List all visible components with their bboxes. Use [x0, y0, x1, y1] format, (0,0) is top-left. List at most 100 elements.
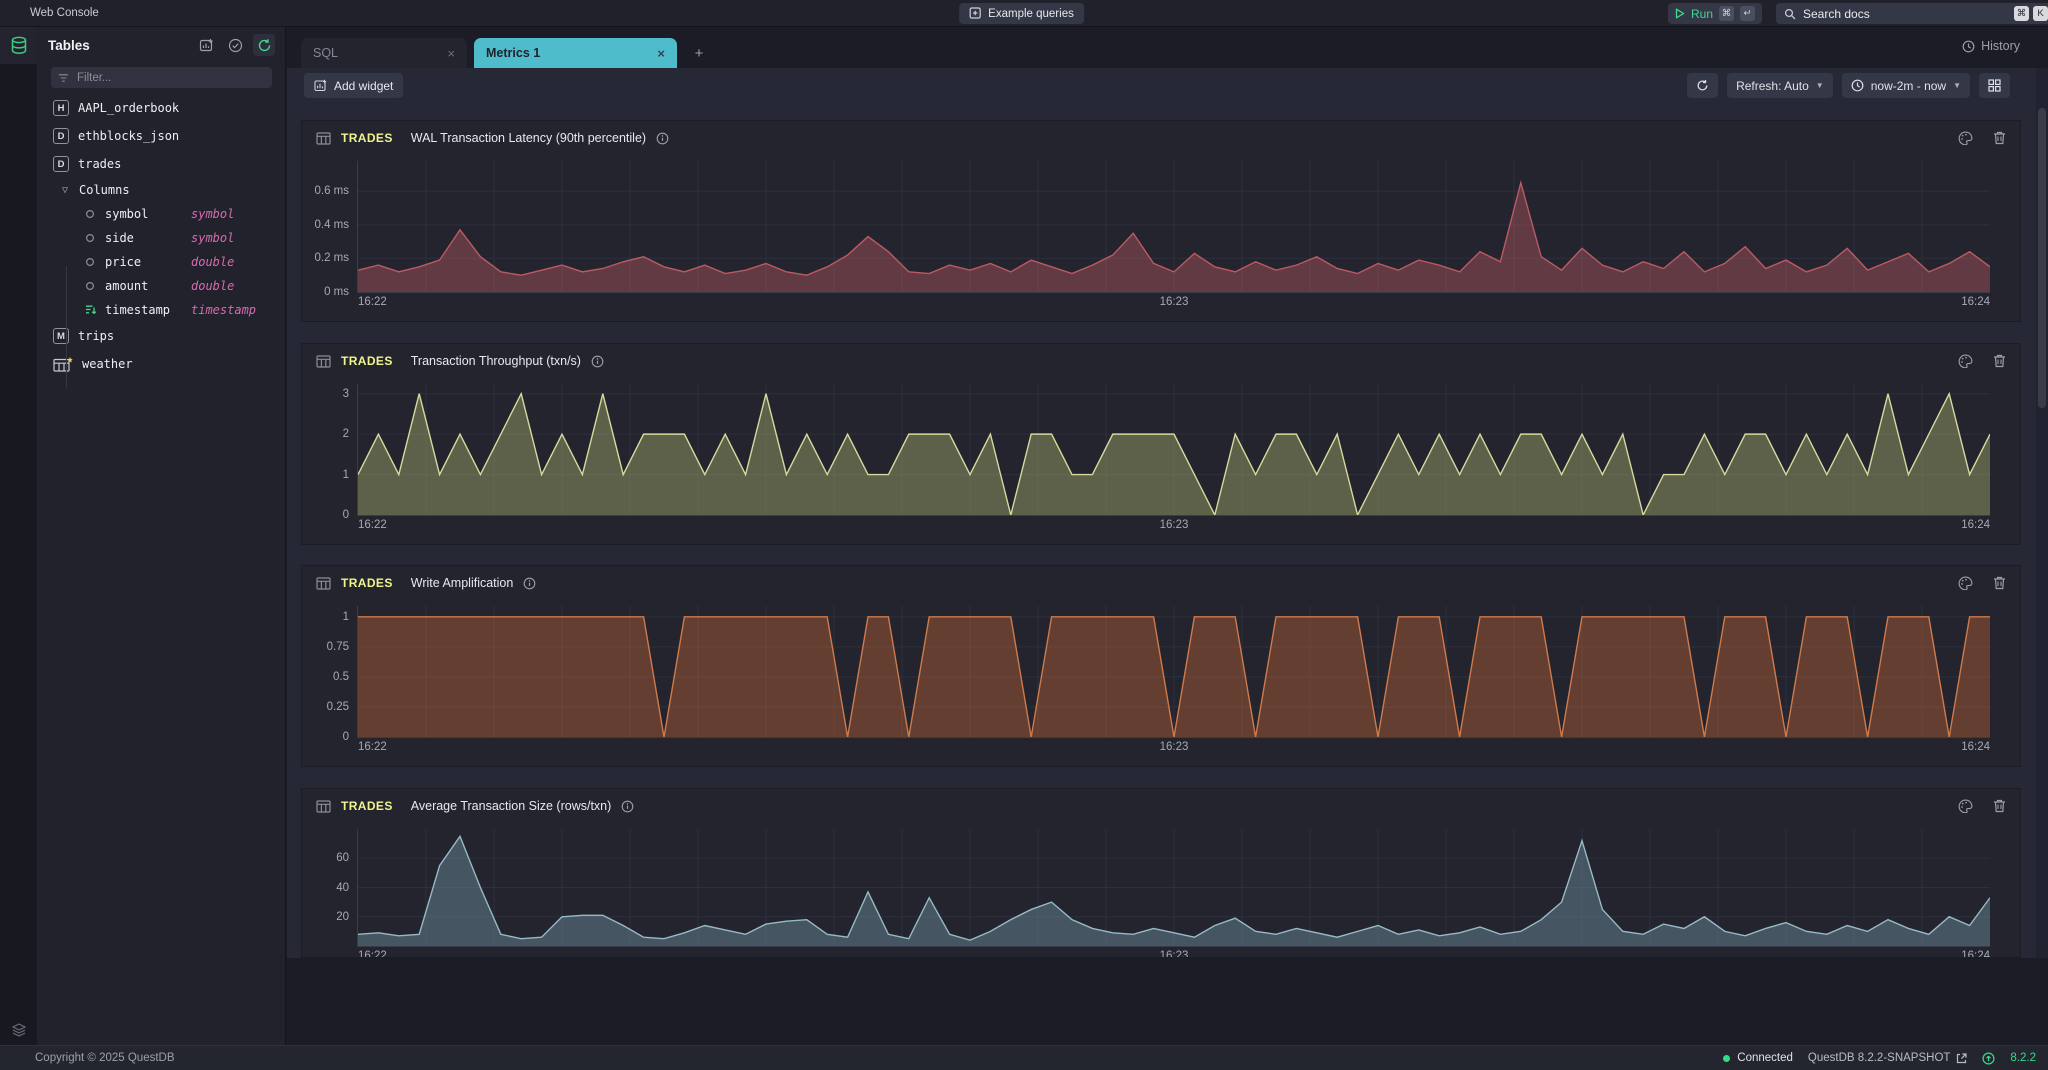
table-name: trips — [78, 329, 115, 343]
area-fill — [358, 393, 1990, 515]
chart-wal-latency[interactable]: 0.6 ms 0.4 ms 0.2 ms 0 ms 16:22 16:23 16:24 — [314, 161, 1990, 308]
table-name: trades — [78, 157, 122, 171]
widget-delete-button[interactable] — [1993, 799, 2006, 813]
circle-icon — [85, 233, 95, 243]
status-bar: Copyright © 2025 QuestDB Connected Quest… — [0, 1045, 2048, 1070]
close-icon[interactable]: × — [447, 45, 455, 61]
column-item[interactable]: amount double — [37, 274, 285, 298]
version-link[interactable]: QuestDB 8.2.2-SNAPSHOT — [1808, 1052, 1968, 1064]
add-metrics-button[interactable] — [195, 34, 217, 56]
circle-icon — [85, 209, 95, 219]
table-item-trips[interactable]: M trips — [37, 322, 285, 350]
table-icon — [316, 576, 331, 590]
refresh-mode-dropdown[interactable]: Refresh: Auto ▼ — [1727, 73, 1833, 98]
chart-canvas[interactable] — [358, 384, 1990, 515]
x-axis-tick: 16:22 — [358, 296, 387, 308]
refresh-dashboard-button[interactable] — [1687, 73, 1719, 98]
table-icon — [316, 354, 331, 368]
connected-label: Connected — [1737, 1052, 1793, 1064]
y-axis-tick: 0.25 — [326, 700, 349, 713]
table-item-weather[interactable]: weather — [37, 350, 285, 378]
widget-delete-button[interactable] — [1993, 131, 2006, 145]
table-item-trades[interactable]: D trades — [37, 150, 285, 178]
column-item[interactable]: timestamp timestamp — [37, 298, 285, 322]
table-name: weather — [82, 357, 133, 371]
info-icon[interactable] — [523, 577, 536, 590]
scrollbar-thumb[interactable] — [2038, 108, 2046, 408]
y-axis-tick: 1 — [342, 610, 349, 623]
history-button[interactable]: History — [1962, 39, 2020, 53]
filter-input[interactable] — [75, 70, 265, 85]
check-circle-button[interactable] — [224, 34, 246, 56]
table-item-aapl-orderbook[interactable]: H AAPL_orderbook — [37, 94, 285, 122]
widget-delete-button[interactable] — [1993, 576, 2006, 590]
area-fill — [358, 182, 1990, 292]
area-fill — [358, 616, 1990, 737]
widget-title: Average Transaction Size (rows/txn) — [410, 799, 612, 813]
search-icon — [1784, 8, 1796, 19]
chart-throughput[interactable]: 3 2 1 0 16:22 16:23 16:24 — [343, 384, 1990, 531]
database-icon — [11, 36, 26, 54]
scrollbar-track[interactable] — [2036, 68, 2048, 958]
run-label: Run — [1690, 6, 1713, 21]
connection-status: Connected — [1723, 1052, 1793, 1064]
chart-canvas[interactable] — [358, 829, 1990, 946]
table-icon — [316, 131, 331, 145]
x-axis-tick: 16:24 — [1961, 519, 1990, 531]
column-type-icon — [85, 257, 101, 267]
metrics-dashboard: Add widget Refresh: Auto ▼ now-2m - now … — [287, 68, 2036, 958]
widget-delete-button[interactable] — [1993, 354, 2006, 368]
y-axis-tick: 0 — [342, 731, 349, 743]
auto-refresh-toggle[interactable] — [253, 34, 275, 56]
cmd-keycap: ⌘ — [1719, 6, 1734, 21]
add-widget-button[interactable]: Add widget — [304, 73, 404, 98]
series-line — [358, 183, 1990, 275]
chart-canvas[interactable] — [358, 606, 1990, 737]
tab-metrics-1[interactable]: Metrics 1 × — [474, 38, 677, 68]
column-item[interactable]: price double — [37, 250, 285, 274]
columns-list: symbol symbol side symbol price double — [37, 202, 285, 322]
column-item[interactable]: symbol symbol — [37, 202, 285, 226]
info-icon[interactable] — [656, 132, 669, 145]
widget-color-button[interactable] — [1958, 799, 1973, 813]
tab-bar: SQL × Metrics 1 × + History — [287, 27, 2048, 68]
x-axis-tick: 16:23 — [1159, 741, 1189, 753]
layers-icon[interactable] — [11, 1023, 26, 1037]
enter-keycap: ↵ — [1740, 6, 1755, 21]
column-type: symbol — [191, 231, 235, 245]
widget-write-amplification: TRADES Write Amplification 1 0.75 0.5 0.25 0… — [301, 565, 2021, 767]
search-docs-button[interactable]: Search docs ⌘ K — [1776, 3, 2048, 24]
widget-color-button[interactable] — [1958, 576, 1973, 590]
x-axis-tick: 16:23 — [1159, 519, 1189, 531]
y-axis-tick: 0 — [342, 509, 349, 521]
column-item[interactable]: side symbol — [37, 226, 285, 250]
y-axis-tick: 0 ms — [324, 286, 349, 298]
table-icon — [316, 799, 331, 813]
filter-input-box[interactable] — [51, 67, 272, 88]
tab-sql[interactable]: SQL × — [301, 38, 467, 68]
widget-source-table: TRADES — [341, 131, 393, 145]
time-range-dropdown[interactable]: now-2m - now ▼ — [1841, 73, 1970, 98]
layout-grid-button[interactable] — [1979, 73, 2010, 98]
new-tab-button[interactable]: + — [694, 44, 704, 62]
widget-color-button[interactable] — [1958, 354, 1973, 368]
grid-layout-icon — [1988, 79, 2001, 92]
widget-color-button[interactable] — [1958, 131, 1973, 145]
chart-canvas[interactable] — [358, 161, 1990, 292]
tab-metrics-label: Metrics 1 — [486, 46, 541, 60]
trash-icon — [1994, 354, 2005, 368]
close-icon[interactable]: × — [657, 45, 665, 61]
play-icon — [1675, 8, 1685, 19]
info-icon[interactable] — [591, 355, 604, 368]
columns-toggle[interactable]: ▽ Columns — [37, 178, 285, 202]
chart-write-amplification[interactable]: 1 0.75 0.5 0.25 0 16:22 16:23 16:24 — [327, 606, 1990, 753]
database-nav-item[interactable] — [0, 27, 37, 64]
update-available-icon[interactable] — [1982, 1051, 1995, 1065]
run-button[interactable]: Run ⌘ ↵ — [1667, 3, 1762, 24]
chart-avg-txn-size[interactable]: 60 40 20 16:22 16:23 16:24 — [336, 829, 1990, 957]
info-icon[interactable] — [621, 800, 634, 813]
table-name: ethblocks_json — [78, 129, 180, 143]
table-item-ethblocks-json[interactable]: D ethblocks_json — [37, 122, 285, 150]
example-queries-button[interactable]: Example queries — [959, 3, 1084, 24]
x-axis-tick: 16:22 — [358, 519, 387, 531]
